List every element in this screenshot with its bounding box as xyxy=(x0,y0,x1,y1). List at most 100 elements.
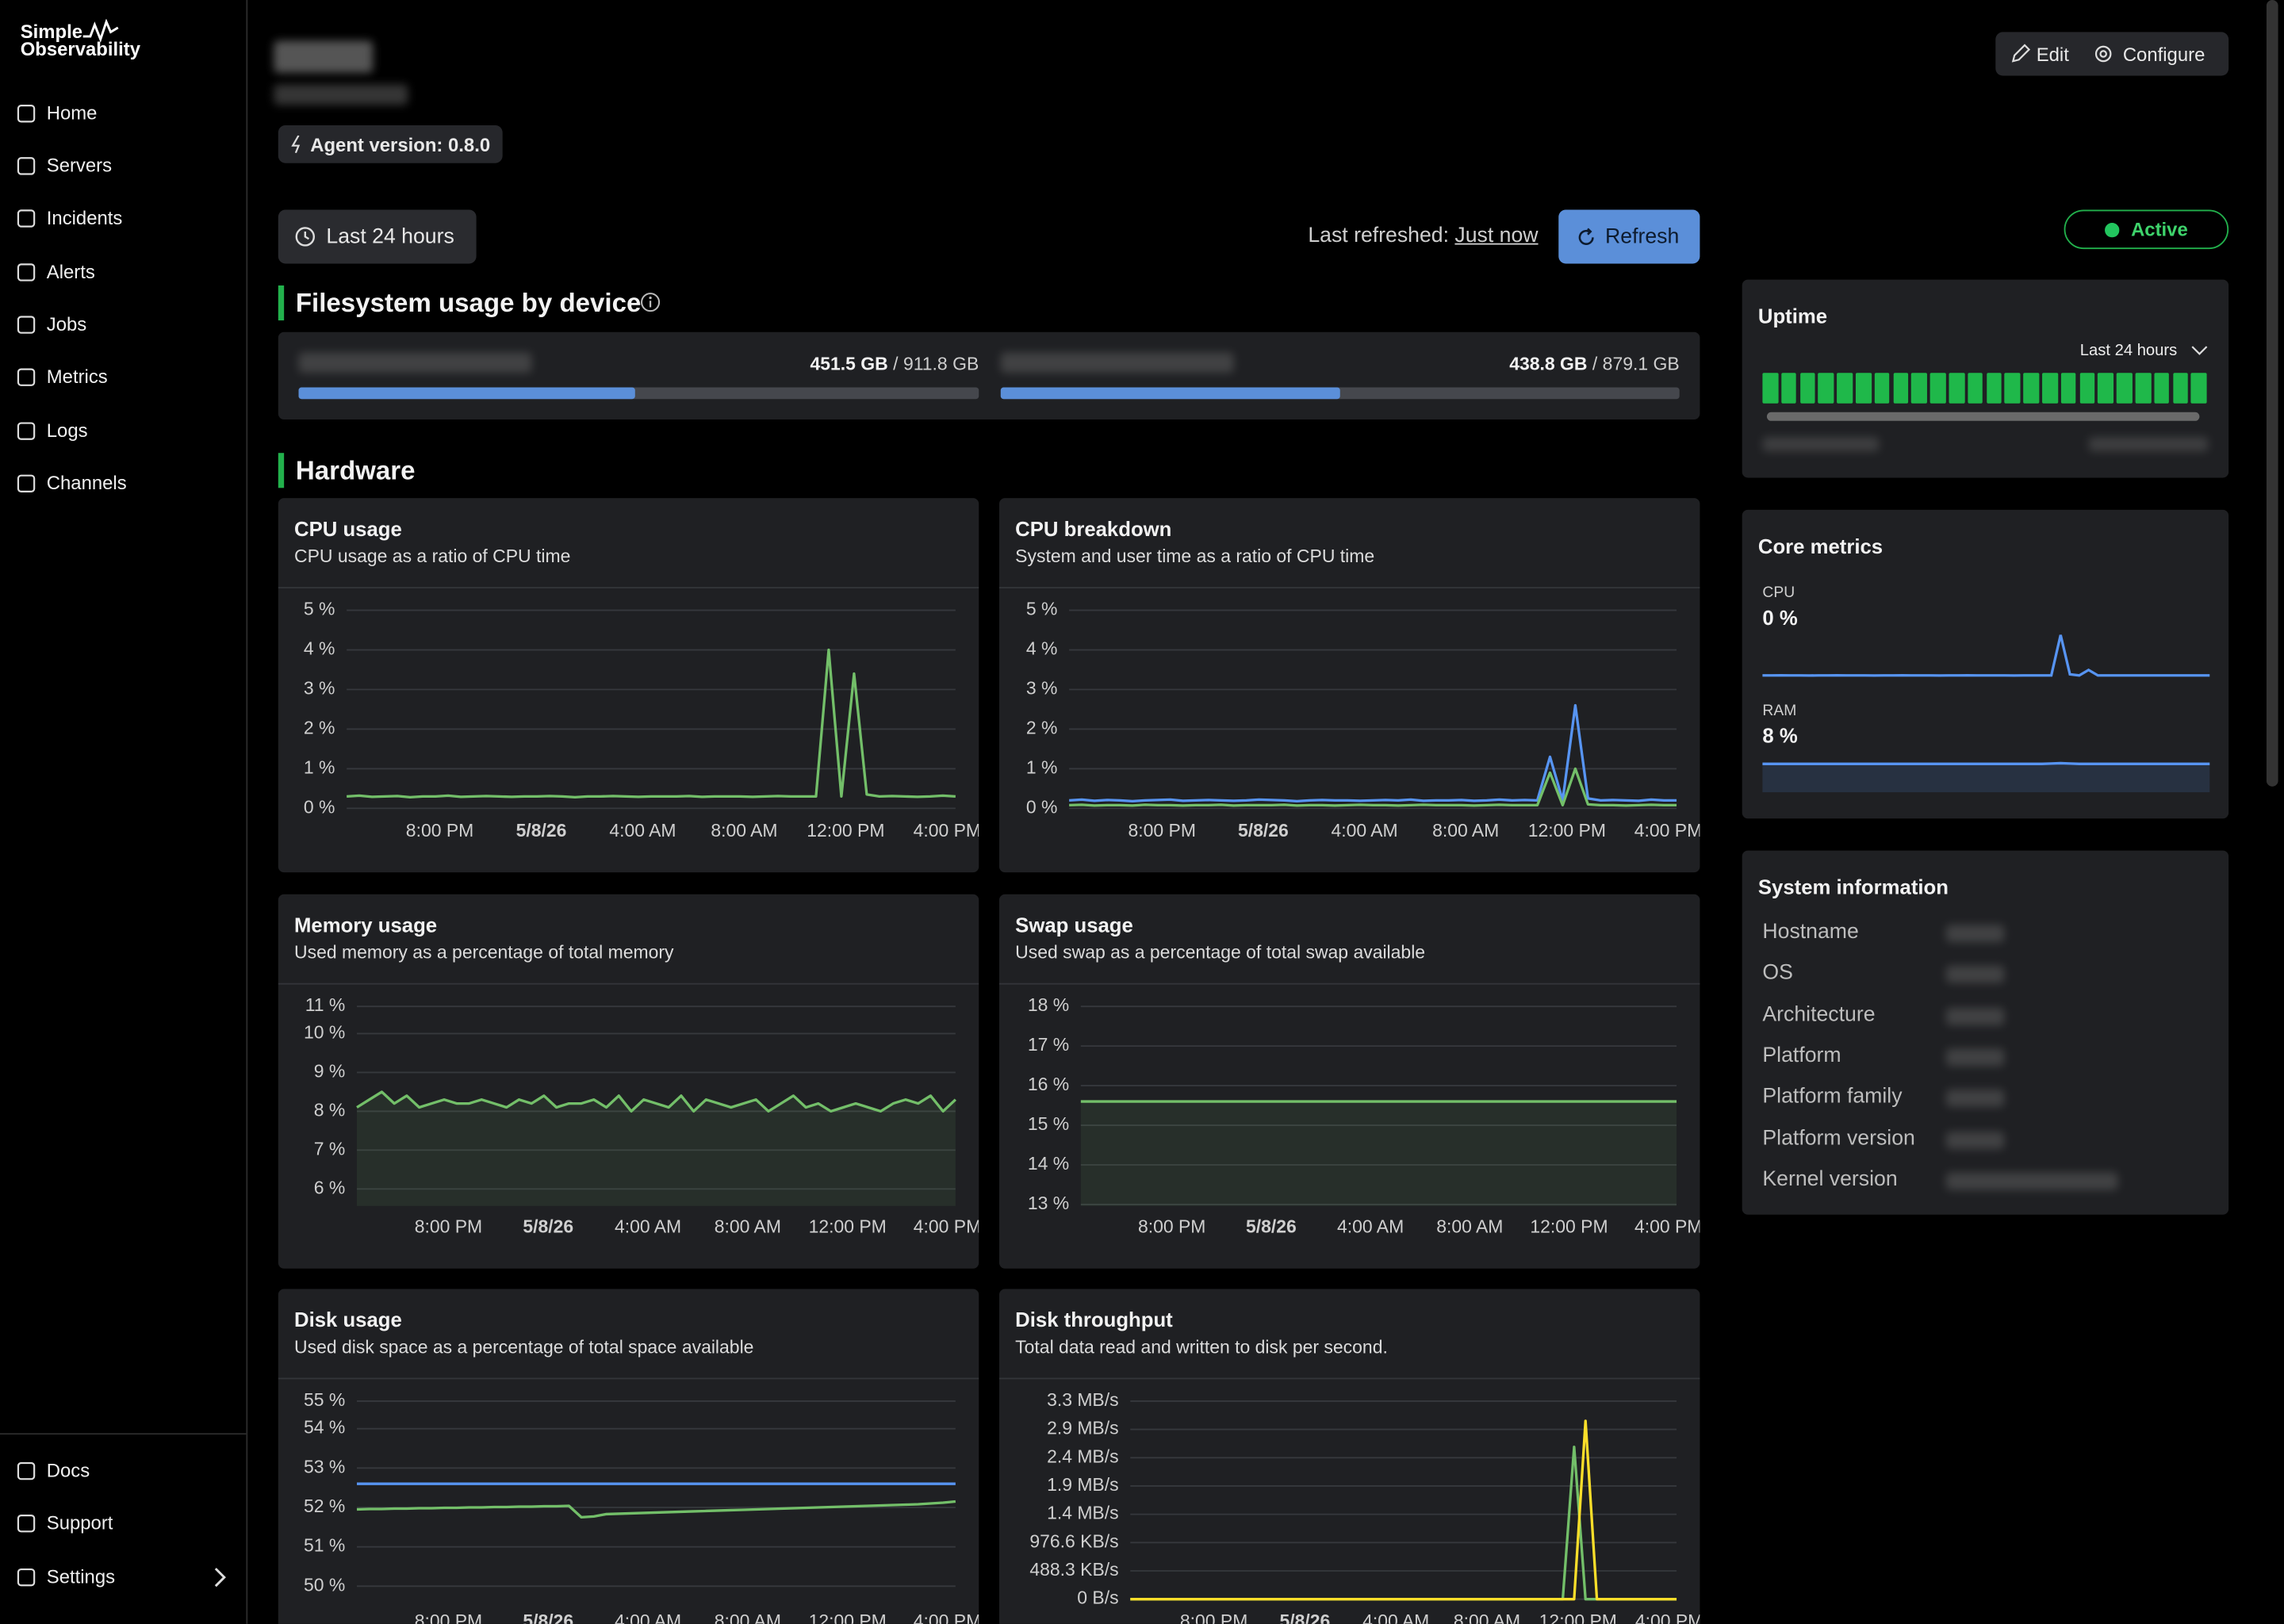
field-value-blurred xyxy=(1945,1048,2005,1067)
chart-subtitle: Used memory as a percentage of total mem… xyxy=(294,942,674,963)
edit-button[interactable]: Edit xyxy=(2036,43,2069,65)
field-value-blurred xyxy=(1945,1172,2118,1190)
status-dot xyxy=(2105,222,2120,237)
nav-item[interactable]: Home xyxy=(46,102,98,124)
scrollbar[interactable] xyxy=(2266,0,2278,787)
chart-panel: CPU usage CPU usage as a ratio of CPU tim… xyxy=(278,498,979,873)
brand-line: Simple xyxy=(20,20,83,43)
gear-icon xyxy=(2095,45,2113,63)
x-tick-label: 8:00 AM xyxy=(1432,820,1499,841)
info-icon[interactable] xyxy=(639,291,661,313)
x-tick-label: 8:00 PM xyxy=(1138,1216,1205,1236)
chart-divider xyxy=(278,1377,979,1380)
section-accent xyxy=(278,285,285,321)
y-tick-label: 0 % xyxy=(304,796,335,817)
nav-item[interactable]: Servers xyxy=(46,154,113,177)
panel-title: Core metrics xyxy=(1757,534,1884,558)
chart-panel: CPU breakdown System and user time as a r… xyxy=(998,498,1700,873)
configure-button[interactable]: Configure xyxy=(2122,43,2205,65)
uptime-scrollbar xyxy=(1766,412,2200,421)
x-tick-label: 4:00 PM xyxy=(914,820,979,841)
y-tick-label: 1 % xyxy=(1026,756,1058,777)
x-tick-label: 8:00 PM xyxy=(1180,1611,1247,1624)
uptime-range[interactable]: Last 24 hours xyxy=(2079,342,2178,360)
y-tick-label: 1 % xyxy=(304,756,335,777)
nav-item[interactable]: Metrics xyxy=(46,366,108,388)
uptime-cell xyxy=(2154,373,2170,404)
nav-item[interactable]: Alerts xyxy=(46,260,95,283)
icon-shape xyxy=(17,1514,36,1533)
blur xyxy=(298,352,532,373)
nav-item[interactable]: Logs xyxy=(46,419,88,442)
line-series xyxy=(347,648,956,799)
field-label: Platform family xyxy=(1762,1085,1903,1109)
chart-subtitle: Total data read and written to disk per … xyxy=(1015,1337,1388,1358)
nav-icon xyxy=(17,1461,36,1480)
y-tick-label: 18 % xyxy=(1028,994,1069,1015)
nav-icon xyxy=(17,105,36,123)
chart-divider xyxy=(998,982,1700,985)
server-sub-blurred xyxy=(274,84,408,105)
brand-line: Observability xyxy=(20,37,141,60)
x-tick-label: 12:00 PM xyxy=(809,1216,887,1236)
uptime-cell xyxy=(1855,373,1872,404)
y-tick-label: 6 % xyxy=(314,1177,346,1197)
field-label: Platform version xyxy=(1762,1126,1915,1151)
agent-version: Agent version: 0.8.0 xyxy=(310,133,491,155)
chart-title: CPU usage xyxy=(294,517,402,541)
chevron[interactable] xyxy=(209,1565,230,1588)
nav-icon xyxy=(17,1514,36,1533)
x-tick-label: 8:00 PM xyxy=(1129,820,1196,841)
filesystem-panel xyxy=(278,331,1700,419)
chart-panel: Memory usage Used memory as a percentage … xyxy=(278,894,979,1269)
field-value-blurred xyxy=(1945,1007,2005,1025)
uptime-cell xyxy=(1986,373,2002,404)
panel-title: System information xyxy=(1757,875,1949,899)
total-label: 879.1 GB xyxy=(1602,354,1680,375)
uptime-cell xyxy=(1911,373,1927,404)
sparkline-area xyxy=(1762,763,2210,793)
brand[interactable]: Simple Observability xyxy=(20,20,141,60)
sparkline-line xyxy=(1762,761,2210,765)
nav-icon xyxy=(17,263,36,282)
chart-panel: Swap usage Used swap as a percentage of t… xyxy=(998,894,1700,1269)
brand-logo xyxy=(82,18,119,43)
total-label: 911.8 GB xyxy=(902,354,979,375)
uptime-cell xyxy=(2191,373,2207,404)
nav-item[interactable]: Incidents xyxy=(46,206,123,229)
sidebar-divider xyxy=(0,1433,247,1435)
y-tick-label: 5 % xyxy=(304,599,335,619)
nav-item[interactable]: Support xyxy=(46,1511,113,1534)
x-tick-label: 5/8/26 xyxy=(523,1611,573,1624)
section-accent xyxy=(278,453,285,488)
y-tick-label: 0 % xyxy=(1026,796,1058,817)
nav-item[interactable]: Channels xyxy=(46,472,127,494)
uptime-cell xyxy=(2005,373,2021,404)
x-tick-label: 12:00 PM xyxy=(807,820,884,841)
y-tick-label: 54 % xyxy=(304,1417,345,1438)
y-tick-label: 5 % xyxy=(1026,599,1058,619)
system-info-panel: System information Hostname OS Architectur… xyxy=(1742,850,2229,1215)
field-label: Kernel version xyxy=(1762,1167,1898,1192)
y-tick-label: 3 % xyxy=(1026,678,1058,699)
metric-label: RAM xyxy=(1762,702,1797,720)
nav-item[interactable]: Docs xyxy=(46,1459,90,1481)
y-tick-label: 0 B/s xyxy=(1077,1588,1118,1608)
y-tick-label: 11 % xyxy=(305,994,346,1015)
separator: / xyxy=(893,354,899,375)
x-tick-label: 4:00 AM xyxy=(1331,820,1397,841)
nav-item[interactable]: Jobs xyxy=(46,312,87,335)
icon-shape xyxy=(17,1461,36,1480)
x-tick-label: 4:00 AM xyxy=(609,820,676,841)
x-tick-label: 8:00 PM xyxy=(406,820,473,841)
sparkline xyxy=(1762,761,2210,793)
refresh-button[interactable]: Refresh xyxy=(1558,209,1700,264)
y-tick-label: 16 % xyxy=(1028,1074,1069,1094)
uptime-cell xyxy=(1818,373,1834,404)
nav-item[interactable]: Settings xyxy=(46,1565,116,1588)
y-tick-label: 51 % xyxy=(304,1535,345,1556)
range-button[interactable]: Last 24 hours xyxy=(278,209,477,264)
field-value-blurred xyxy=(1945,925,2005,943)
chart-divider xyxy=(278,982,979,985)
